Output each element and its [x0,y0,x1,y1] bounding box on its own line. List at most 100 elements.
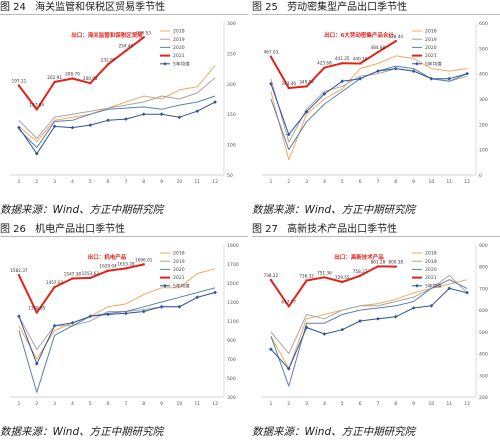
data-label: 729.55 [335,275,350,280]
x-tick-label: 7 [376,179,379,185]
series-marker [213,290,217,295]
series-point [142,36,145,39]
title-rule [0,14,248,15]
y-tick-label: 600 [479,21,488,27]
chart-panel-fig24: 图 24 海关监管和保税区贸易季节性 50 100 150 200 250 300 1 2 3 4… [0,0,248,218]
series-line-0 [18,65,216,143]
series-marker [177,304,182,309]
data-label: 1553.62 [82,271,100,276]
series-point [394,39,397,43]
data-label: 423.68 [317,61,332,66]
series-marker [159,112,164,117]
data-label: 751.36 [317,270,332,275]
data-label: 1696.01 [135,257,153,262]
series-point [106,269,110,272]
legend-label: 2020 [425,267,437,273]
figure-label: 图 25 [252,2,278,13]
y-tick-label: 700 [479,286,488,292]
y-tick-label: 100 [227,143,236,149]
legend-label: 5年均值 [173,60,190,67]
series-marker [34,361,39,366]
series-point [89,82,92,85]
series-point [341,280,344,284]
series-point [305,85,308,88]
y-tick-label: 800 [479,265,488,271]
data-label: 758.27 [353,269,368,274]
series-marker [286,366,291,371]
data-label: 1653.28 [117,261,135,266]
legend-marker [415,283,419,288]
data-label: 801.28 [371,259,386,264]
x-tick-label: 6 [359,401,362,407]
y-tick-label: 1100 [227,319,239,325]
legend-label: 2021 [173,275,185,281]
figure-label: 图 26 [0,224,26,235]
series-marker [88,123,93,127]
series-marker [322,332,327,336]
legend-label: 2021 [425,53,437,59]
chart-annotation: 出口：6大劳动密集产品合计 [324,31,394,39]
y-tick-label: 250 [227,51,236,57]
x-tick-label: 9 [412,401,415,407]
series-point [269,55,273,58]
x-tick-label: 9 [160,179,163,185]
data-label: 254.46 [119,44,134,49]
legend-label: 2018 [425,251,437,257]
y-tick-label: 150 [227,112,236,118]
data-source-note: 数据来源：Wind、方正中期研究院 [0,426,164,438]
x-tick-label: 1 [269,401,272,407]
title-rule [252,236,500,237]
series-line-1 [18,77,216,139]
x-tick-label: 12 [212,401,218,407]
series-marker [429,76,434,81]
data-label: 276.53 [136,30,151,35]
series-point [323,276,326,279]
series-point [17,273,21,277]
series-marker [340,327,345,332]
series-marker [393,66,398,71]
title-rule [0,236,248,237]
data-label: 528.44 [388,34,403,39]
series-marker [141,112,146,117]
series-point [89,276,92,280]
series-point [124,49,128,52]
x-tick-label: 4 [323,401,326,407]
series-point [269,278,273,282]
data-label: 1188.85 [28,306,46,311]
series-line-3 [17,263,145,314]
series-marker [447,76,452,81]
x-tick-label: 2 [287,179,290,185]
series-point [71,277,74,280]
series-marker [195,109,200,113]
data-label: 440.18 [353,56,368,61]
legend-label: 2019 [425,37,437,43]
x-tick-label: 12 [212,179,218,185]
series-line-3 [270,40,397,89]
series-point [376,265,380,268]
series-point [17,84,21,87]
series-marker [34,151,39,156]
y-tick-label: 200 [479,122,488,128]
data-label: 208.79 [65,71,80,76]
y-tick-label: 0 [479,173,482,179]
data-label: 157.84 [29,102,44,107]
legend-label: 2019 [173,37,185,43]
x-tick-label: 1 [17,179,20,185]
series-marker [322,92,327,96]
chart-annotation: 出口：高新技术产品 [334,253,384,261]
series-point [358,62,362,65]
y-tick-label: 300 [227,21,236,27]
figure-label: 图 24 [0,2,26,13]
x-tick-label: 1 [269,179,272,185]
y-tick-label: 200 [227,82,236,88]
chart-panel-fig25: 图 25 劳动密集型产品出口季节性 0 100 200 300 400 500 600 1 2 3… [252,0,500,218]
series-marker [304,109,309,114]
x-tick-label: 9 [160,401,163,407]
legend-marker [415,61,419,66]
legend-label: 2019 [173,259,185,265]
series-marker [141,309,146,314]
x-tick-label: 7 [124,401,127,407]
data-label: 736.32 [299,274,314,279]
x-tick-label: 7 [124,179,127,185]
